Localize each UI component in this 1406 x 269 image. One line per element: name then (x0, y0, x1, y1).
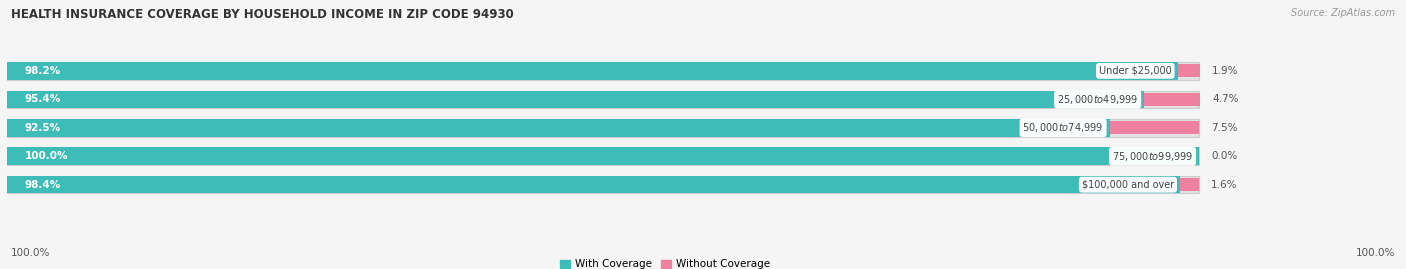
Bar (1180, 178, 1199, 191)
Text: 100.0%: 100.0% (11, 248, 51, 258)
Legend: With Coverage, Without Coverage: With Coverage, Without Coverage (555, 255, 775, 269)
Text: 1.6%: 1.6% (1211, 180, 1237, 190)
Bar (7, 147, 1199, 165)
Text: 100.0%: 100.0% (1355, 248, 1395, 258)
Text: 92.5%: 92.5% (25, 123, 60, 133)
Bar (7, 176, 1199, 193)
Text: 7.5%: 7.5% (1211, 123, 1237, 133)
Text: 4.7%: 4.7% (1212, 94, 1239, 104)
Text: $100,000 and over: $100,000 and over (1081, 180, 1174, 190)
Bar (1109, 121, 1199, 134)
Text: $25,000 to $49,999: $25,000 to $49,999 (1057, 93, 1139, 106)
Text: 0.0%: 0.0% (1211, 151, 1237, 161)
Text: $75,000 to $99,999: $75,000 to $99,999 (1112, 150, 1194, 163)
Bar (7, 119, 1199, 137)
Bar (7, 176, 1180, 193)
Bar (7, 62, 1178, 80)
Text: 98.2%: 98.2% (25, 66, 60, 76)
Text: 100.0%: 100.0% (25, 151, 69, 161)
Text: HEALTH INSURANCE COVERAGE BY HOUSEHOLD INCOME IN ZIP CODE 94930: HEALTH INSURANCE COVERAGE BY HOUSEHOLD I… (11, 8, 515, 21)
Text: Under $25,000: Under $25,000 (1099, 66, 1171, 76)
Bar (7, 147, 1199, 165)
Bar (7, 62, 1199, 80)
Text: 1.9%: 1.9% (1212, 66, 1239, 76)
Text: 95.4%: 95.4% (25, 94, 60, 104)
Bar (7, 90, 1199, 108)
Text: Source: ZipAtlas.com: Source: ZipAtlas.com (1291, 8, 1395, 18)
Text: 98.4%: 98.4% (25, 180, 60, 190)
Bar (7, 119, 1109, 137)
Text: $50,000 to $74,999: $50,000 to $74,999 (1022, 121, 1104, 134)
Bar (1144, 93, 1201, 106)
Bar (1178, 64, 1201, 77)
Bar (7, 90, 1144, 108)
